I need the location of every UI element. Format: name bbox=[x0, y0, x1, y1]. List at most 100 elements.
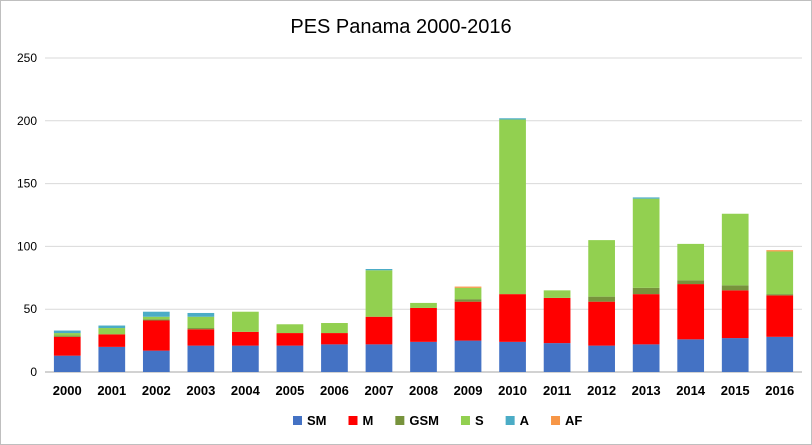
bar-segment-sm bbox=[499, 341, 526, 372]
x-tick-label: 2006 bbox=[320, 383, 349, 398]
bar-stack bbox=[632, 197, 660, 372]
bar-segment-gsm bbox=[588, 296, 615, 302]
bar-segment-s bbox=[187, 316, 215, 329]
bar-stack bbox=[187, 312, 215, 372]
bar-segment-m bbox=[410, 307, 437, 342]
bar-segment-a bbox=[187, 312, 215, 317]
bar-segment-gsm bbox=[53, 335, 81, 337]
bar-segment-s bbox=[632, 198, 660, 288]
bar-segment-m bbox=[276, 333, 304, 346]
bar-segment-sm bbox=[187, 345, 215, 372]
bar-stack bbox=[721, 213, 749, 372]
bar-segment-sm bbox=[365, 344, 393, 372]
y-tick-label: 50 bbox=[24, 302, 38, 316]
bar-segment-m bbox=[632, 294, 660, 345]
bar-segment-m bbox=[677, 284, 705, 340]
bar-segment-s bbox=[365, 270, 393, 317]
bar-stack bbox=[53, 330, 81, 372]
bar-segment-sm bbox=[766, 336, 794, 372]
x-tick-label: 2001 bbox=[97, 383, 126, 398]
legend-swatch bbox=[505, 416, 515, 425]
x-tick-label: 2016 bbox=[765, 383, 794, 398]
bar-segment-gsm bbox=[766, 294, 794, 296]
bar-stack bbox=[365, 269, 393, 372]
bar-segment-af bbox=[766, 250, 794, 252]
bar-segment-s bbox=[142, 316, 170, 320]
bar-segment-s bbox=[454, 287, 482, 300]
x-tick-label: 2014 bbox=[676, 383, 706, 398]
bar-segment-sm bbox=[53, 355, 81, 372]
bar-segment-a bbox=[98, 325, 126, 329]
bar-stack bbox=[276, 324, 304, 372]
bar-segment-m bbox=[721, 290, 749, 339]
legend-label: S bbox=[475, 413, 484, 428]
bar-segment-s bbox=[543, 290, 571, 298]
bar-segment-s bbox=[677, 243, 705, 281]
bar-segment-s bbox=[98, 328, 126, 335]
y-tick-label: 100 bbox=[17, 239, 37, 253]
chart-title: PES Panama 2000-2016 bbox=[290, 16, 511, 38]
bar-segment-gsm bbox=[721, 285, 749, 291]
bar-segment-gsm bbox=[187, 328, 215, 330]
bar-stack bbox=[142, 311, 170, 372]
bar-segment-m bbox=[187, 329, 215, 346]
legend-swatch bbox=[460, 416, 470, 425]
bar-segment-sm bbox=[410, 341, 437, 372]
y-axis-ticks: 0 50 100 150 200 250 bbox=[17, 51, 37, 379]
bar-segment-s bbox=[588, 240, 615, 297]
bar-segment-sm bbox=[677, 339, 705, 372]
bar-segment-sm bbox=[721, 338, 749, 372]
bar-segment-m bbox=[232, 331, 259, 346]
bar-stack bbox=[677, 243, 705, 372]
x-tick-label: 2012 bbox=[587, 383, 616, 398]
bar-stack bbox=[588, 240, 615, 372]
x-tick-label: 2003 bbox=[186, 383, 215, 398]
legend-item-a: A bbox=[505, 413, 530, 428]
bar-segment-sm bbox=[276, 345, 304, 372]
x-tick-label: 2002 bbox=[142, 383, 171, 398]
x-tick-label: 2008 bbox=[409, 383, 438, 398]
bar-segment-s bbox=[276, 324, 304, 334]
bar-segment-a bbox=[499, 118, 526, 120]
bar-segment-sm bbox=[321, 344, 348, 372]
bar-segment-sm bbox=[543, 343, 571, 372]
bar-segment-m bbox=[588, 301, 615, 346]
y-tick-label: 150 bbox=[17, 177, 37, 191]
x-tick-label: 2007 bbox=[365, 383, 394, 398]
x-tick-label: 2000 bbox=[53, 383, 82, 398]
bar-segment-m bbox=[142, 320, 170, 351]
x-tick-label: 2009 bbox=[454, 383, 483, 398]
bar-segment-gsm bbox=[677, 280, 705, 285]
bar-stack bbox=[454, 286, 482, 372]
y-tick-label: 250 bbox=[17, 51, 37, 65]
y-tick-label: 0 bbox=[30, 365, 37, 379]
bar-segment-m bbox=[454, 301, 482, 341]
legend-item-gsm: GSM bbox=[395, 413, 439, 428]
bar-segment-sm bbox=[632, 344, 660, 372]
bar-segment-s bbox=[321, 323, 348, 334]
bar-segment-s bbox=[721, 213, 749, 286]
bar-segment-m bbox=[321, 333, 348, 345]
bar-segment-m bbox=[543, 297, 571, 344]
legend-label: SM bbox=[307, 413, 327, 428]
bar-segment-sm bbox=[232, 345, 259, 372]
x-tick-label: 2015 bbox=[721, 383, 750, 398]
x-tick-label: 2013 bbox=[632, 383, 661, 398]
legend-swatch bbox=[348, 416, 358, 425]
legend-label: GSM bbox=[409, 413, 439, 428]
legend-item-m: M bbox=[348, 413, 373, 428]
legend-item-sm: SM bbox=[293, 413, 327, 428]
bar-segment-s bbox=[766, 251, 794, 295]
bar-segment-sm bbox=[588, 345, 615, 372]
bar-stack bbox=[232, 311, 259, 372]
bar-segment-s bbox=[53, 333, 81, 336]
legend-label: AF bbox=[565, 413, 582, 428]
bar-segment-m bbox=[365, 316, 393, 345]
bar-segment-sm bbox=[98, 346, 126, 372]
bar-segment-a bbox=[142, 311, 170, 317]
legend-item-s: S bbox=[460, 413, 484, 428]
bar-stack bbox=[321, 323, 348, 372]
bar-segment-sm bbox=[454, 340, 482, 372]
x-tick-label: 2010 bbox=[498, 383, 527, 398]
bar-segment-gsm bbox=[454, 299, 482, 302]
